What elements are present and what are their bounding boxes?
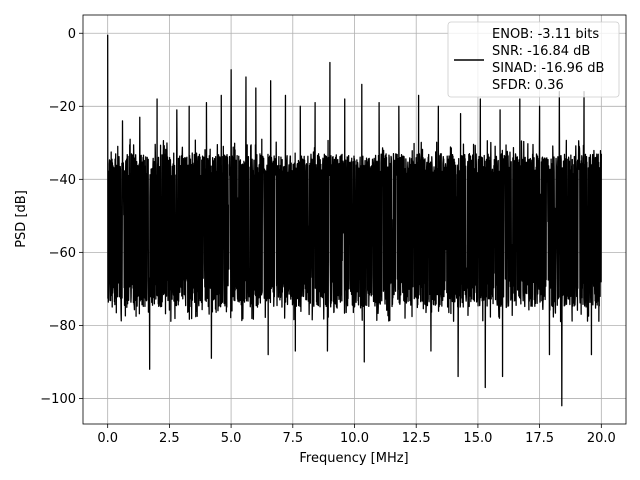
legend-box	[447, 21, 620, 98]
x-tick-label: 15.0	[463, 431, 492, 446]
x-tick-label: 12.5	[402, 431, 431, 446]
legend-entry-sfdr: SFDR: 0.36	[492, 78, 564, 93]
x-tick-label: 2.5	[159, 431, 180, 446]
legend-entry-enob: ENOB: -3.11 bits	[492, 27, 599, 42]
series-layer	[107, 34, 602, 407]
y-tick-label: −80	[49, 319, 76, 334]
y-tick-label: −20	[49, 100, 76, 115]
psd-series-line	[107, 34, 602, 407]
y-tick-label: −40	[49, 173, 76, 188]
legend-entry-snr: SNR: -16.84 dB	[492, 44, 590, 59]
x-tick-label: 7.5	[282, 431, 303, 446]
y-axis-ticks: 0 −20 −40 −60 −80 −100	[40, 27, 83, 407]
y-tick-label: −60	[49, 246, 76, 261]
y-axis-label: PSD [dB]	[14, 190, 29, 248]
x-tick-label: 10.0	[340, 431, 369, 446]
x-axis-ticks: 0.0 2.5 5.0 7.5 10.0 12.5 15.0 17.5 20.0	[97, 424, 616, 446]
x-tick-label: 20.0	[587, 431, 616, 446]
y-tick-label: 0	[68, 27, 76, 42]
x-axis-label: Frequency [MHz]	[299, 451, 408, 466]
x-tick-label: 17.5	[525, 431, 554, 446]
legend: ENOB: -3.11 bits SNR: -16.84 dB SINAD: -…	[447, 21, 620, 98]
legend-entry-sinad: SINAD: -16.96 dB	[492, 61, 604, 76]
x-tick-label: 5.0	[221, 431, 242, 446]
y-tick-label: −100	[40, 392, 76, 407]
x-tick-label: 0.0	[97, 431, 118, 446]
